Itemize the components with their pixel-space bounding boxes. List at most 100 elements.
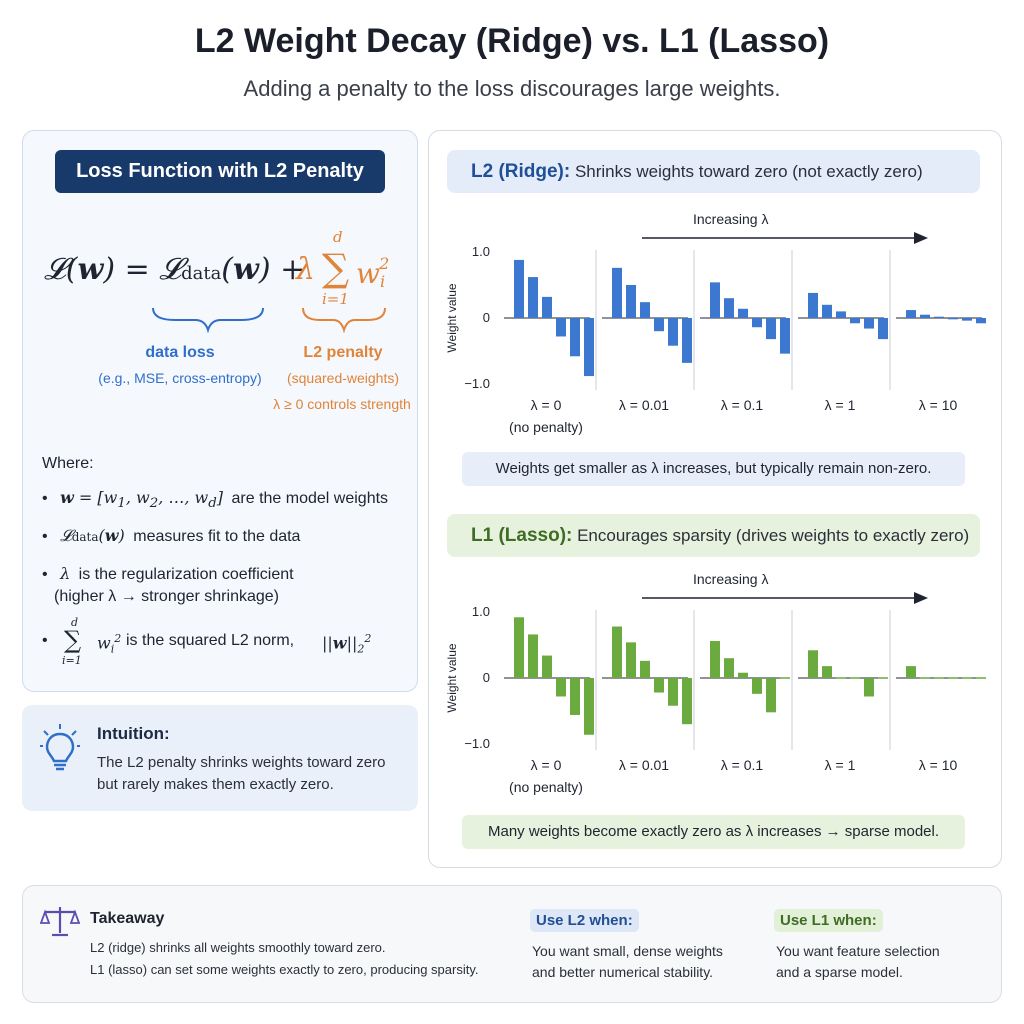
l1-bar <box>542 655 552 678</box>
l1-group-label: λ = 1 <box>825 757 856 773</box>
l1-bar <box>976 677 986 679</box>
l1-bar <box>934 677 944 679</box>
l1-bar <box>528 634 538 678</box>
l2-bar <box>822 304 832 318</box>
l1-header: L1 (Lasso): Encourages sparsity (drives … <box>447 514 980 557</box>
intuition-title: Intuition: <box>97 724 170 743</box>
l1-bar <box>570 678 580 715</box>
l2-bar <box>710 282 720 318</box>
loss-formula: 𝓛(w) = 𝓛data(w) + λ ∑ d i=1 wi2 <box>44 228 390 308</box>
l1-bar <box>864 678 874 697</box>
where-heading: Where: <box>42 455 94 472</box>
penalty-note: (squared-weights) <box>286 370 400 386</box>
l2-bar <box>738 308 748 318</box>
l1-bar <box>584 678 594 735</box>
l2-bar <box>626 285 636 318</box>
l1-bar <box>780 677 790 679</box>
l1-group-label: λ = 10 <box>919 757 958 773</box>
l1-bar <box>626 642 636 678</box>
bullet-lambda: • λ is the regularization coefficient <box>42 564 294 583</box>
l1-bar <box>920 677 930 679</box>
l1-ytick: 1.0 <box>472 604 490 619</box>
use-l1-line-2: and a sparse model. <box>776 964 903 980</box>
intuition-line-2: but rarely makes them exactly zero. <box>97 776 334 793</box>
l2-bar <box>556 318 566 337</box>
comparison-panel <box>428 130 1002 868</box>
l1-bar <box>962 677 972 679</box>
l2-group-label: λ = 10 <box>919 397 958 413</box>
l1-bar <box>850 677 860 679</box>
l1-group-sublabel: (no penalty) <box>509 779 583 795</box>
l2-group-label: λ = 0 <box>531 397 562 413</box>
data-loss-note: (e.g., MSE, cross-entropy) <box>98 370 262 386</box>
l1-bar-chart: Weight value 1.0 0 −1.0 λ = 0 (no penalty) λ =… <box>445 604 986 795</box>
page-title: L2 Weight Decay (Ridge) vs. L1 (Lasso) <box>194 22 830 60</box>
page-subtitle: Adding a penalty to the loss discourages… <box>243 76 781 101</box>
l2-bar <box>528 277 538 318</box>
l2-bar <box>864 318 874 329</box>
l2-group-label: λ = 0.1 <box>721 397 764 413</box>
loss-function-panel <box>22 130 418 692</box>
l2-bar <box>584 318 594 377</box>
l1-bar <box>724 658 734 678</box>
l2-group-label: λ = 1 <box>825 397 856 413</box>
l1-bar <box>808 650 818 678</box>
l1-bar <box>738 672 748 678</box>
l2-bar <box>612 267 622 318</box>
l2-bar <box>514 259 524 318</box>
use-l1-badge: Use L1 when: <box>774 909 883 932</box>
l2-ytick: −1.0 <box>464 376 490 391</box>
l2-bar <box>948 318 958 320</box>
lightbulb-icon <box>40 724 80 771</box>
l2-ytick: 0 <box>483 310 490 325</box>
takeaway-line-1: L2 (ridge) shrinks all weights smoothly … <box>90 940 386 955</box>
takeaway-line-2: L1 (lasso) can set some weights exactly … <box>90 962 479 977</box>
use-l2-badge: Use L2 when: <box>530 909 639 932</box>
l2-bar <box>934 316 944 318</box>
l2-bar <box>808 292 818 318</box>
l2-bar <box>654 318 664 332</box>
l1-caption: Many weights become exactly zero as λ in… <box>462 815 965 849</box>
loss-function-badge: Loss Function with L2 Penalty <box>55 150 385 193</box>
lambda-note: λ ≥ 0 controls strength <box>273 396 411 412</box>
scale-icon <box>40 907 80 937</box>
l2-bar-chart: Weight value 1.0 0 −1.0 λ = 0 (no penalty) λ =… <box>445 244 986 435</box>
l1-bar <box>822 666 832 678</box>
data-loss-label: data loss <box>145 344 215 361</box>
takeaway-title: Takeaway <box>90 910 165 927</box>
takeaway-panel <box>22 885 1002 1003</box>
l1-group-label: λ = 0 <box>531 757 562 773</box>
l2-header: L2 (Ridge): Shrinks weights toward zero … <box>447 150 980 193</box>
l1-increasing-arrow <box>642 592 928 604</box>
l1-arrow-label: Increasing λ <box>693 571 769 587</box>
bullet-weights: • w = [w1, w2, …, wd] are the model weig… <box>42 488 389 512</box>
intuition-box <box>22 705 418 811</box>
intuition-line-1: The L2 penalty shrinks weights toward ze… <box>97 754 386 771</box>
l2-bar <box>780 318 790 354</box>
use-l2-line-2: and better numerical stability. <box>532 964 714 980</box>
l1-group-label: λ = 0.1 <box>721 757 764 773</box>
l2-bar <box>570 318 580 357</box>
l2-bar <box>682 318 692 363</box>
l2-bar <box>878 318 888 340</box>
l2-bar <box>542 296 552 318</box>
l1-bar <box>710 641 720 678</box>
l1-bar <box>514 617 524 678</box>
formula-braces <box>152 307 386 334</box>
use-l2-line-1: You want small, dense weights <box>532 943 723 959</box>
l1-ytick: −1.0 <box>464 736 490 751</box>
l2-ylabel: Weight value <box>445 283 459 352</box>
l2-bar <box>906 310 916 318</box>
l2-bar <box>668 318 678 346</box>
l1-bar <box>682 678 692 725</box>
use-l1-line-1: You want feature selection <box>776 943 940 959</box>
l2-bar <box>766 318 776 340</box>
l2-caption: Weights get smaller as λ increases, but … <box>462 452 965 486</box>
l2-bar <box>752 318 762 328</box>
l2-bar <box>962 318 972 321</box>
l1-ytick: 0 <box>483 670 490 685</box>
l1-bar <box>752 678 762 694</box>
l1-bar <box>906 666 916 678</box>
l1-bar <box>878 677 888 679</box>
l2-group-label: λ = 0.01 <box>619 397 669 413</box>
